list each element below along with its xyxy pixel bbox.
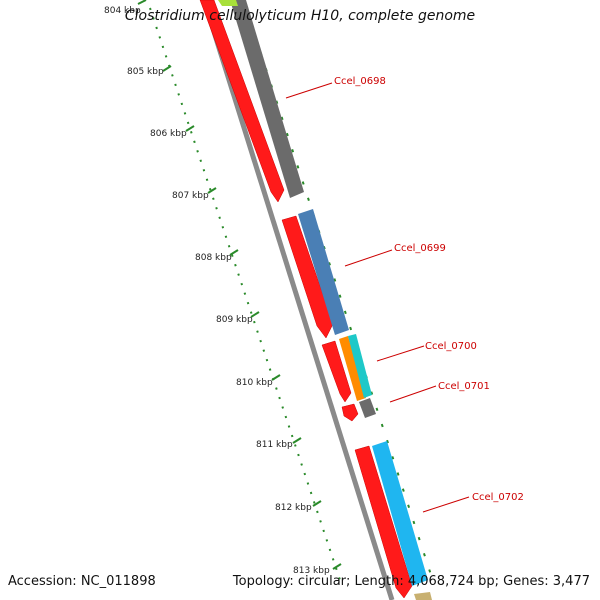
gene-arrow-ccel-0700[interactable]	[321, 340, 352, 403]
gene-labels: Ccel_0698 Ccel_0699 Ccel_0700 Ccel_0701 …	[285, 76, 524, 513]
tick-label: 805 kbp	[127, 67, 164, 77]
cog-track	[218, 0, 432, 600]
scale-ruler: 804 kbp 805 kbp 806 kbp 807 kbp 808 kbp …	[104, 0, 342, 581]
cog-block-ccel-0698[interactable]	[230, 0, 304, 198]
forward-strand	[199, 0, 413, 599]
leader-line	[422, 496, 470, 513]
gene-arrow-ccel-0701[interactable]	[341, 403, 359, 422]
gene-label-ccel-0701[interactable]: Ccel_0701	[438, 381, 490, 392]
tick-label: 811 kbp	[256, 440, 293, 450]
gene-arrow-ccel-0698[interactable]	[199, 0, 285, 203]
ruler-dotted-line	[149, 7, 341, 581]
gene-label-ccel-0700[interactable]: Ccel_0700	[425, 341, 477, 352]
tick-label: 812 kbp	[275, 503, 312, 513]
cog-block-ccel-0702[interactable]	[372, 441, 428, 586]
genome-summary-text: Topology: circular; Length: 4,068,724 bp…	[232, 574, 590, 589]
major-tick	[207, 187, 217, 194]
genome-backbone	[201, 0, 395, 600]
tick-label: 806 kbp	[150, 129, 187, 139]
major-tick	[185, 125, 195, 132]
cog-block-ccel-0701[interactable]	[359, 398, 376, 418]
gene-label-ccel-0699[interactable]: Ccel_0699	[394, 243, 446, 254]
major-tick	[312, 500, 322, 507]
leader-line	[389, 385, 437, 403]
major-tick	[137, 0, 147, 5]
accession-text: Accession: NC_011898	[8, 574, 156, 589]
cog-block-ccel-0700[interactable]	[339, 336, 366, 401]
tick-label: 807 kbp	[172, 191, 209, 201]
major-tick	[292, 437, 302, 444]
cog-block-ccel-0700b[interactable]	[348, 334, 372, 398]
major-tick	[250, 311, 260, 318]
gene-arrow-ccel-0699[interactable]	[281, 215, 334, 339]
gene-arrow-ccel-0702[interactable]	[354, 445, 413, 599]
tick-label: 813 kbp	[293, 566, 330, 576]
major-tick	[162, 65, 172, 72]
major-tick	[332, 563, 342, 570]
tick-label: 804 kbp	[104, 6, 141, 16]
tick-label: 808 kbp	[195, 253, 232, 263]
map-title: Clostridium cellulolyticum H10, complete…	[124, 8, 476, 24]
tick-label: 809 kbp	[216, 315, 253, 325]
gene-label-ccel-0702[interactable]: Ccel_0702	[472, 492, 524, 503]
cog-block-bottom-tan	[414, 592, 432, 600]
major-tick	[271, 374, 281, 381]
major-tick	[229, 249, 239, 256]
cog-block-ccel-0699[interactable]	[298, 209, 349, 335]
leader-line	[285, 82, 333, 99]
gene-label-ccel-0698[interactable]: Ccel_0698	[334, 76, 386, 87]
leader-line	[376, 345, 425, 362]
cog-block-top-green	[218, 0, 238, 6]
leader-line	[344, 249, 393, 267]
tick-label: 810 kbp	[236, 378, 273, 388]
